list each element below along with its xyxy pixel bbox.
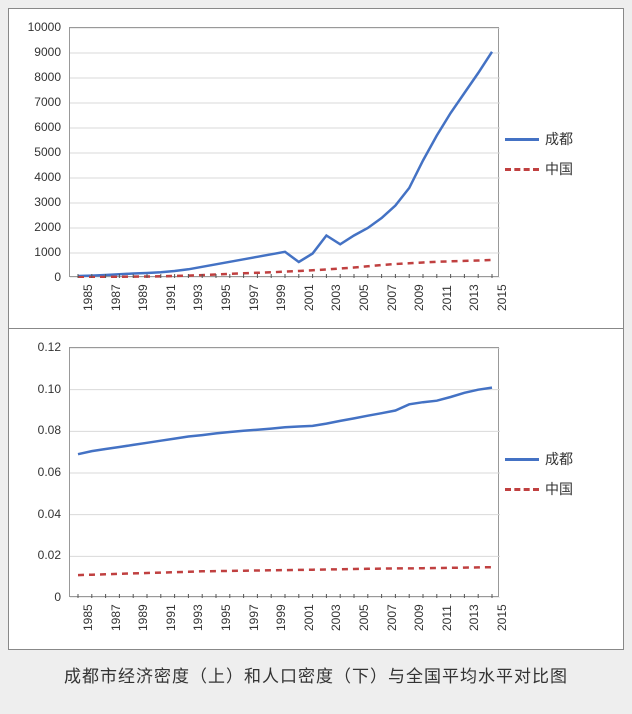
bottom-y-axis-labels: 00.020.040.060.080.100.12 <box>9 347 65 597</box>
legend-label-china: 中国 <box>545 479 573 499</box>
legend-label-chengdu: 成都 <box>545 449 573 469</box>
legend-item-china: 中国 <box>505 479 615 499</box>
bottom-svg <box>70 348 500 598</box>
bottom-legend: 成都 中国 <box>505 449 615 509</box>
legend-item-china: 中国 <box>505 159 615 179</box>
top-y-axis-labels: 0100020003000400050006000700080009000100… <box>9 27 65 277</box>
series-chengdu <box>78 52 492 276</box>
chart-container: 0100020003000400050006000700080009000100… <box>8 8 624 650</box>
top-legend: 成都 中国 <box>505 129 615 189</box>
legend-label-chengdu: 成都 <box>545 129 573 149</box>
legend-swatch-china <box>505 488 539 491</box>
top-svg <box>70 28 500 278</box>
bottom-plot-area <box>69 347 499 597</box>
legend-swatch-china <box>505 168 539 171</box>
series-china <box>78 567 492 575</box>
figure-caption: 成都市经济密度（上）和人口密度（下）与全国平均水平对比图 <box>8 650 624 687</box>
legend-swatch-chengdu <box>505 458 539 461</box>
legend-swatch-chengdu <box>505 138 539 141</box>
top-x-axis-labels: 1985198719891991199319951997199920012003… <box>69 281 501 325</box>
economic-density-chart: 0100020003000400050006000700080009000100… <box>9 9 623 329</box>
legend-item-chengdu: 成都 <box>505 449 615 469</box>
population-density-chart: 00.020.040.060.080.100.12 19851987198919… <box>9 329 623 649</box>
series-chengdu <box>78 388 492 455</box>
top-plot-area <box>69 27 499 277</box>
bottom-x-axis-labels: 1985198719891991199319951997199920012003… <box>69 601 501 645</box>
legend-item-chengdu: 成都 <box>505 129 615 149</box>
legend-label-china: 中国 <box>545 159 573 179</box>
